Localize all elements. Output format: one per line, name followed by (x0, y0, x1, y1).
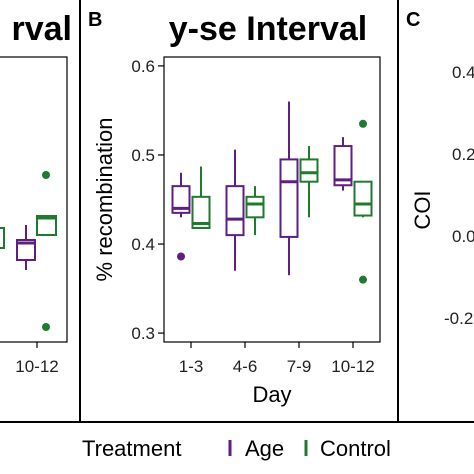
box-body (299, 158, 319, 183)
y-tick-label: 0.6 (131, 57, 155, 76)
x-tick-label: 7-9 (287, 357, 312, 376)
panel-c-ylabel: COI (410, 190, 435, 229)
panel-c-ytick-label: 0.4 (452, 63, 474, 82)
panel-b-plot-frame (163, 56, 381, 343)
box-control-10-12 (353, 119, 373, 284)
legend-title: Treatment (82, 436, 181, 461)
box-control-1-3 (191, 166, 211, 229)
y-tick-label: 0.4 (131, 235, 155, 254)
legend: Treatment Age Control (82, 436, 391, 461)
box-body (333, 145, 353, 187)
panel-a-box-age (16, 239, 36, 261)
box-control-4-6 (245, 186, 265, 236)
box-control-7-9 (299, 146, 319, 218)
panel-b-title: y-se Interval (169, 10, 367, 48)
box-age-7-9 (279, 101, 299, 276)
x-axis-label: Day (252, 382, 291, 407)
legend-age-label: Age (245, 436, 284, 461)
panel-a-plot-frame (0, 56, 68, 343)
panel-c-ytick-label: -0.2 (444, 309, 473, 328)
panel-b-chart: 0.3 0.4 0.5 0.6 1-3 4-6 7-9 10-12 Day % recombina… (92, 56, 381, 407)
box-age-1-3 (171, 172, 191, 261)
box-age-10-12 (333, 137, 353, 191)
box-outlier (177, 252, 185, 261)
x-tick-label: 1-3 (179, 357, 204, 376)
panel-a-outlier (42, 171, 50, 179)
y-tick-label: 0.5 (131, 146, 155, 165)
legend-control-label: Control (320, 436, 391, 461)
panel-a-boxes (0, 171, 57, 331)
y-axis-label: % recombination (92, 118, 117, 282)
box-age-4-6 (225, 149, 245, 271)
x-tick-label: 4-6 (233, 357, 258, 376)
box-body (225, 185, 245, 237)
box-body (191, 195, 211, 229)
panel-c: C COI 0.4 0.2 0.0 -0.2 (406, 9, 474, 328)
panel-a: rval 10-12 (0, 10, 72, 376)
box-body (171, 185, 191, 214)
y-tick-label: 0.3 (131, 324, 155, 343)
box-outlier (359, 119, 367, 128)
panel-c-ytick-label: 0.2 (452, 145, 474, 164)
panel-a-box-control-partial (0, 227, 5, 249)
box-body (279, 158, 299, 238)
panel-a-title: rval (12, 10, 73, 48)
panel-a-box-control (36, 215, 57, 236)
box-body (245, 195, 265, 219)
panel-b-letter: B (88, 9, 102, 31)
x-tick-label: 10-12 (331, 357, 374, 376)
panel-c-ytick-label: 0.0 (452, 227, 474, 246)
panel-b: B y-se Interval 0.3 0.4 0.5 0.6 1-3 4-6 7-9 10-… (88, 9, 381, 407)
box-outlier (359, 275, 367, 284)
box-body (353, 180, 373, 217)
panel-a-xtick-label: 10-12 (15, 357, 58, 376)
panel-a-outlier (42, 323, 50, 331)
panel-c-letter: C (406, 9, 420, 31)
